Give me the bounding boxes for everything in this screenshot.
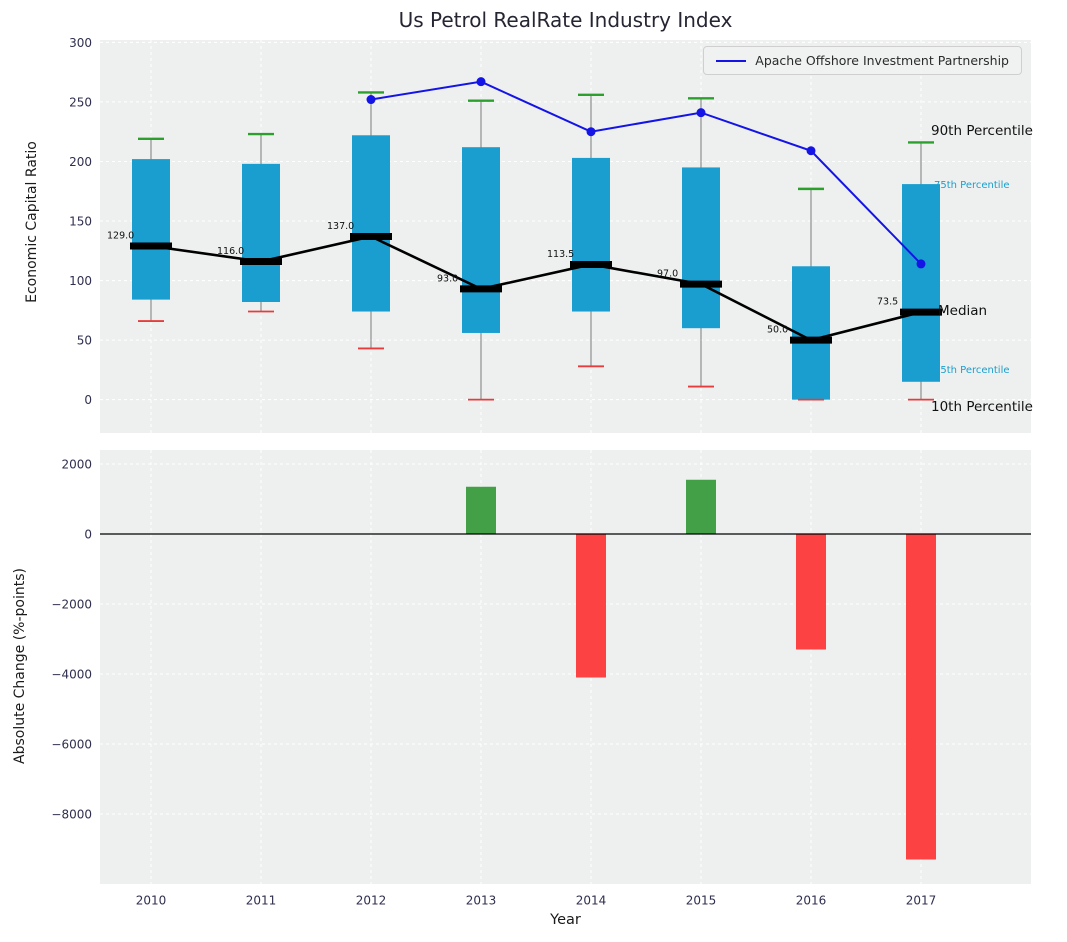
annotation-90th-percentile: 90th Percentile [931,123,1033,139]
y-tick-label: 0 [84,393,92,407]
iqr-box-2012 [352,135,390,312]
annotation-75th-percentile: 75th Percentile [934,180,1010,191]
annotation-25th-percentile: 25th Percentile [934,365,1010,376]
iqr-box-2011 [242,163,280,302]
iqr-box-2013 [462,147,500,333]
bottom-y-axis-label: Absolute Change (%-points) [12,568,28,764]
apache-marker-2012 [366,95,376,105]
top-plot-background [100,40,1031,433]
median-value-label-2010: 129.0 [107,231,134,242]
y-tick-label: 100 [69,274,92,288]
change-bar-2014 [576,534,606,678]
median-value-label-2013: 93.0 [437,273,458,284]
x-tick-label-2011: 2011 [246,894,277,908]
change-bar-2013 [466,486,496,534]
median-value-label-2012: 137.0 [327,221,354,232]
y-tick-label: −2000 [51,598,92,612]
y-tick-label: −6000 [51,738,92,752]
x-tick-label-2014: 2014 [576,894,607,908]
legend-series-label: Apache Offshore Investment Partnership [755,53,1009,68]
median-line [150,235,922,342]
median-value-label-2017: 73.5 [877,297,898,308]
apache-marker-2013 [476,77,486,87]
bottom-plot-background [100,450,1031,884]
iqr-box-2014 [572,157,610,312]
y-tick-label: 50 [77,334,92,348]
x-axis-label: Year [550,912,581,928]
annotation-median: Median [938,303,988,319]
iqr-box-2017 [902,184,940,382]
annotation-10th-percentile: 10th Percentile [931,399,1033,415]
iqr-box-2015 [682,167,720,329]
y-tick-label: 150 [69,215,92,229]
x-tick-label-2010: 2010 [136,894,167,908]
top-y-axis-label: Economic Capital Ratio [24,141,40,303]
median-value-label-2016: 50.0 [767,325,788,336]
change-bar-2017 [906,534,936,860]
change-bar-2015 [686,479,716,534]
x-tick-label-2013: 2013 [466,894,497,908]
apache-marker-2017 [916,259,926,269]
legend-line-sample-icon [716,59,747,62]
legend: Apache Offshore Investment Partnership [703,46,1022,75]
x-tick-label-2012: 2012 [356,894,387,908]
y-tick-label: −8000 [51,808,92,822]
y-tick-label: −4000 [51,668,92,682]
apache-marker-2015 [696,108,706,118]
change-bar-2016 [796,534,826,650]
median-value-label-2014: 113.5 [547,249,574,260]
apache-line [370,80,922,265]
x-tick-label-2017: 2017 [906,894,937,908]
chart-title: Us Petrol RealRate Industry Index [398,8,733,32]
x-tick-label-2016: 2016 [796,894,827,908]
x-tick-label-2015: 2015 [686,894,717,908]
iqr-box-2010 [132,159,170,300]
y-tick-label: 0 [84,528,92,542]
apache-marker-2016 [806,146,816,156]
y-tick-label: 2000 [61,458,92,472]
apache-marker-2014 [586,127,596,137]
median-value-label-2015: 97.0 [657,269,678,280]
y-tick-label: 200 [69,155,92,169]
y-tick-label: 300 [69,36,92,50]
y-tick-label: 250 [69,95,92,109]
median-value-label-2011: 116.0 [217,246,244,257]
